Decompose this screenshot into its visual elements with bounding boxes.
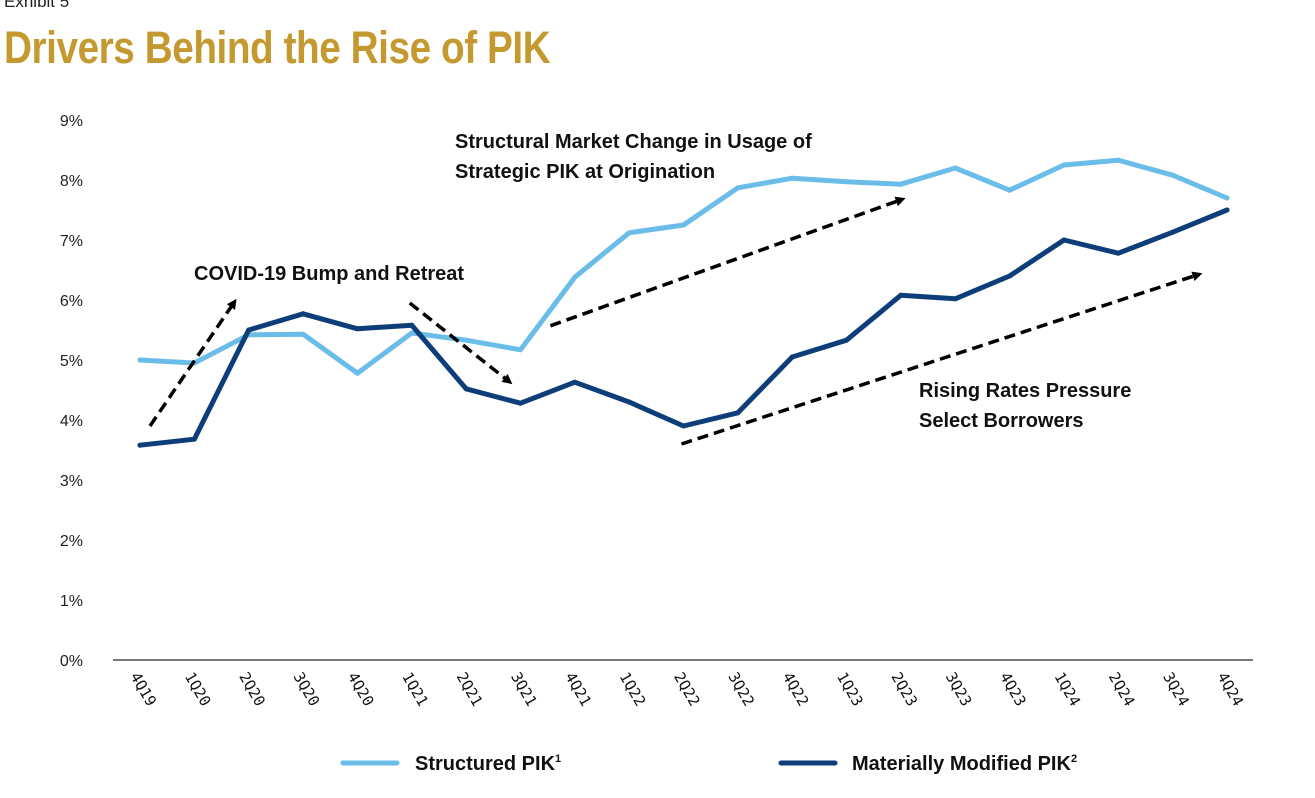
y-tick-label: 8% [60,173,83,190]
x-tick-label: 4Q21 [561,669,595,709]
x-tick-label: 3Q22 [724,669,758,709]
annotation-rising-rates-line1: Rising Rates Pressure [919,380,1131,402]
data-point-structured [789,175,795,181]
data-point-modified [1224,207,1230,213]
data-point-modified [789,354,795,360]
data-point-structured [898,181,904,187]
x-tick-label: 2Q20 [235,669,269,709]
data-point-modified [300,311,306,317]
annotation-structural-line1: Structural Market Change in Usage of [455,131,812,153]
data-point-modified [572,379,578,385]
data-point-modified [681,423,686,429]
annotation-structural-line2: Strategic PIK at Origination [455,161,715,183]
data-point-modified [191,436,197,442]
data-point-structured [517,347,523,353]
legend-item-modified: Materially Modified PIK2 [778,753,1077,775]
data-point-structured [1224,195,1230,201]
annotation-covid: COVID-19 Bump and Retreat [194,263,464,285]
y-tick-label: 4% [60,413,83,430]
data-point-structured [409,330,415,336]
data-point-structured [354,370,360,376]
y-tick-label: 7% [60,233,83,250]
data-point-modified [844,337,850,343]
series-layer [137,157,1230,448]
annotation-arrows [148,196,1203,446]
y-tick-label: 2% [60,533,83,550]
x-tick-label: 3Q24 [1159,669,1193,709]
annotation-rising-rates-line2: Select Borrowers [919,410,1084,432]
legend-item-structured: Structured PIK1 [340,753,561,775]
data-point-structured [1170,172,1176,178]
data-point-structured [952,165,958,171]
x-tick-label: 1Q20 [181,669,215,709]
data-point-modified [517,400,523,406]
y-tick-label: 5% [60,353,83,370]
data-point-modified [735,410,741,416]
data-point-structured [1115,157,1121,163]
y-tick-label: 1% [60,593,83,610]
y-tick-label: 6% [60,293,83,310]
data-point-modified [463,386,469,392]
x-tick-label: 4Q20 [344,669,378,709]
data-point-modified [626,399,632,405]
x-tick-label: 1Q22 [616,669,650,709]
data-point-modified [1007,273,1013,279]
data-point-modified [246,327,252,333]
x-tick-label: 3Q20 [290,669,324,709]
data-point-structured [300,331,306,337]
x-tick-label: 3Q23 [942,669,976,709]
data-point-structured [137,357,143,363]
arrow-rising-rates [680,271,1203,446]
data-point-modified [137,442,143,448]
data-point-modified [952,296,958,302]
x-tick-label: 4Q24 [1214,669,1248,709]
x-tick-label: 3Q21 [507,669,541,709]
x-tick-label: 1Q24 [1050,669,1084,709]
x-tick-label: 2Q22 [670,669,704,709]
legend-label-modified: Materially Modified PIK2 [852,753,1077,775]
data-point-structured [1007,187,1013,193]
data-point-modified [354,326,360,332]
data-point-modified [409,322,415,328]
data-point-structured [844,179,850,185]
legend-label-structured: Structured PIK1 [415,753,561,775]
data-point-modified [898,292,904,298]
x-tick-label: 4Q23 [996,669,1030,709]
data-point-modified [1061,237,1067,243]
y-axis: 0% 1% 2% 3% 4% 5% 6% 7% 8% 9% [60,113,83,670]
x-tick-label: 4Q22 [779,669,813,709]
exhibit-label: Exhibit 5 [4,0,70,11]
x-axis: 4Q19 1Q20 2Q20 3Q20 4Q20 1Q21 2Q21 3Q21 4Q21 1Q22… [127,669,1248,709]
x-tick-label: 4Q19 [127,669,161,709]
chart-title: Drivers Behind the Rise of PIK [4,22,551,73]
data-point-structured [1061,162,1067,168]
x-tick-label: 1Q21 [398,669,432,709]
x-tick-label: 2Q21 [453,669,487,709]
data-point-structured [681,222,686,228]
arrow-covid-down [408,301,513,385]
x-tick-label: 1Q23 [833,669,867,709]
data-point-structured [572,274,578,280]
arrow-structural [549,196,906,328]
x-tick-label: 2Q24 [1105,669,1139,709]
x-tick-label: 2Q23 [887,669,921,709]
data-point-structured [735,185,741,191]
data-point-modified [1170,229,1176,235]
y-tick-label: 0% [60,653,83,670]
y-tick-label: 9% [60,113,83,130]
data-point-modified [1115,250,1121,256]
data-point-structured [626,230,632,236]
data-point-structured [463,337,469,343]
y-tick-label: 3% [60,473,83,490]
legend: Structured PIK1 Materially Modified PIK2 [340,753,1077,775]
arrow-covid-up [148,298,237,427]
